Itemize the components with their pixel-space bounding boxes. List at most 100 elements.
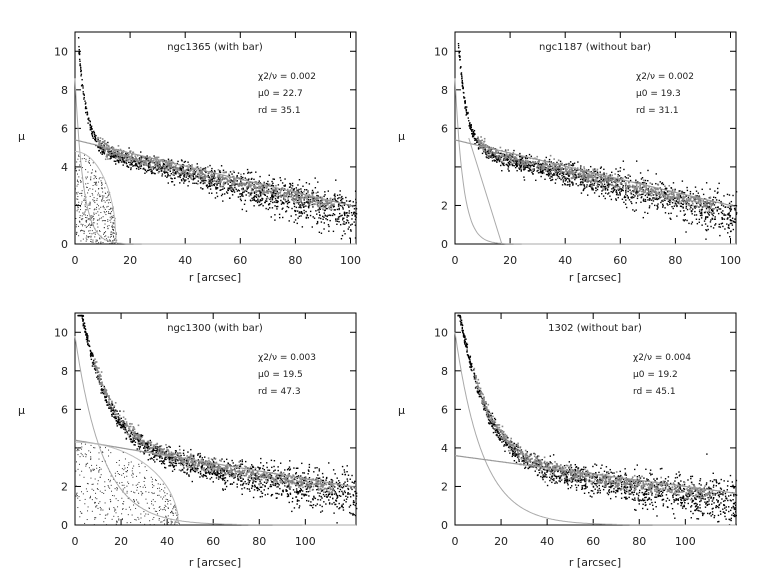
data-point [323, 501, 325, 503]
data-point [287, 199, 289, 201]
data-point [242, 188, 244, 191]
y-tick-label: 6 [441, 122, 448, 135]
data-point [528, 167, 530, 169]
y-tick-label: 8 [61, 365, 68, 378]
data-point [91, 128, 93, 130]
data-point-grey [579, 172, 582, 175]
data-point [167, 169, 170, 171]
data-point-grey [492, 147, 495, 149]
data-point-grey [706, 203, 708, 206]
data-point-grey [666, 198, 668, 200]
data-point [302, 204, 304, 207]
bar-point [83, 212, 85, 214]
data-point [155, 169, 158, 171]
data-point [91, 131, 94, 134]
data-point [572, 163, 574, 165]
data-point [508, 163, 510, 165]
data-point [678, 190, 680, 192]
data-point [709, 221, 712, 223]
bar-point [75, 168, 77, 170]
data-point-grey [108, 145, 110, 148]
data-point-grey [512, 152, 515, 154]
data-point [635, 192, 637, 194]
data-point [579, 167, 582, 169]
data-point-grey [518, 161, 521, 164]
data-point [660, 189, 662, 191]
data-point [354, 215, 356, 217]
data-point-grey [513, 161, 515, 164]
data-point [255, 195, 257, 198]
data-point [272, 178, 274, 180]
data-point [322, 218, 324, 220]
data-point-grey [477, 138, 480, 141]
data-point-grey [286, 192, 289, 194]
data-point [625, 177, 628, 179]
data-point [502, 159, 505, 162]
data-point-grey [635, 184, 638, 187]
bar-point [89, 232, 91, 234]
data-point [715, 223, 717, 225]
data-point [283, 185, 285, 187]
data-point [676, 198, 679, 200]
data-point [115, 156, 117, 158]
data-point [108, 151, 110, 153]
data-point-grey [616, 186, 618, 188]
data-point [559, 177, 561, 179]
bar-point [87, 218, 89, 220]
data-point [250, 200, 252, 202]
data-point [662, 196, 665, 198]
data-point [710, 219, 712, 221]
data-point [625, 199, 627, 201]
data-point [716, 210, 718, 212]
data-point [729, 235, 731, 238]
data-point-grey [222, 181, 225, 184]
data-point [603, 172, 605, 174]
data-point [189, 176, 191, 178]
bar-point [103, 233, 105, 235]
data-point [338, 207, 340, 210]
bar-point [91, 215, 93, 217]
data-point [631, 196, 633, 198]
data-point-grey [189, 173, 192, 175]
data-point-grey [626, 187, 629, 189]
data-point [603, 173, 605, 176]
data-point-grey [300, 193, 303, 196]
data-point [499, 158, 502, 160]
data-point-grey [255, 181, 258, 183]
data-point [83, 327, 85, 329]
data-point-grey [486, 154, 489, 157]
data-point [131, 156, 133, 158]
data-point-grey [561, 170, 564, 173]
data-point [718, 199, 720, 202]
bar-point [86, 225, 88, 227]
bar-point [88, 230, 90, 232]
data-point [317, 195, 319, 197]
bar-point [86, 176, 88, 178]
bar-point [84, 206, 86, 208]
data-point [295, 187, 298, 189]
data-point [727, 206, 729, 208]
data-point-grey [689, 208, 691, 210]
data-point-grey [513, 158, 516, 161]
data-point [211, 184, 213, 187]
bar-point [99, 230, 101, 232]
data-point-grey [688, 203, 691, 205]
data-point [181, 165, 184, 168]
data-point-grey [312, 203, 315, 206]
data-point-grey [606, 178, 609, 181]
data-point-grey [557, 165, 560, 168]
data-point [113, 156, 115, 159]
data-point-grey [140, 158, 142, 161]
data-point [87, 122, 89, 124]
data-point-grey [541, 165, 544, 168]
bar-point [77, 158, 79, 160]
data-point-grey [99, 140, 101, 143]
data-point-grey [195, 169, 198, 172]
data-point [612, 190, 614, 192]
data-point [704, 223, 707, 225]
data-point-grey [97, 136, 99, 139]
data-point [566, 177, 569, 180]
data-point [558, 175, 560, 178]
data-point [642, 216, 645, 219]
data-point-grey [568, 169, 570, 172]
